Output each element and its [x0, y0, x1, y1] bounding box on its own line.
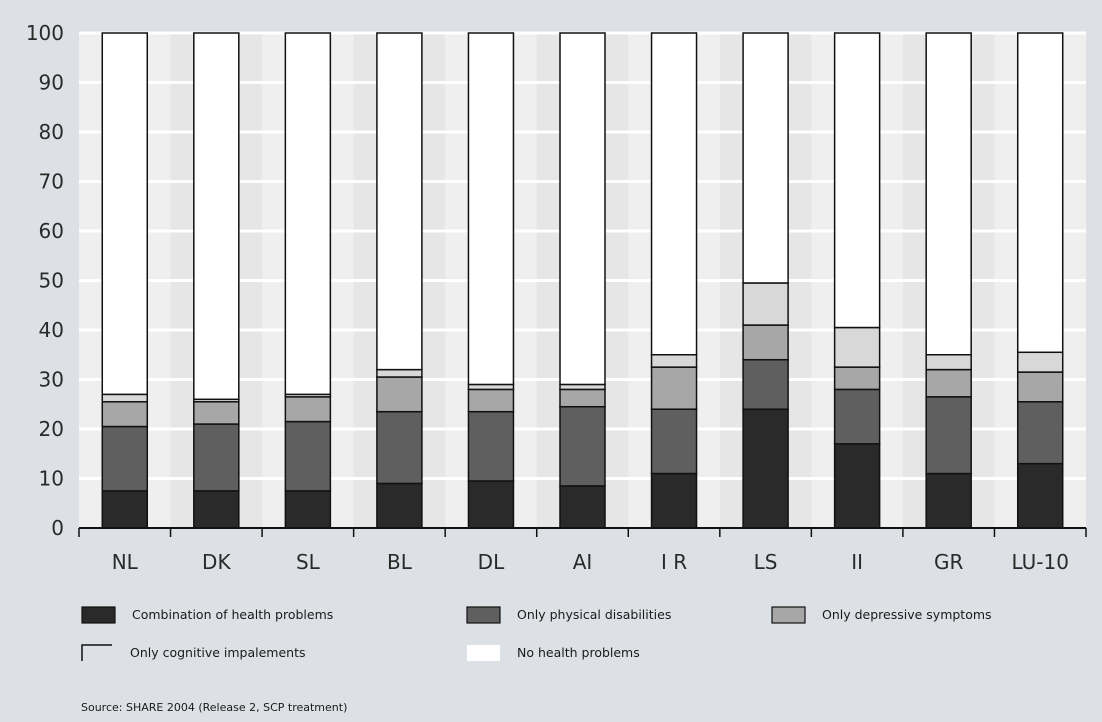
bars	[101, 32, 1064, 529]
bar-segment-only-depressive-symptoms	[742, 324, 789, 361]
bar-segment-only-physical-disabilities	[284, 420, 332, 492]
bar-segment-only-cognitive-impalements	[833, 326, 881, 368]
bar-segment-only-physical-disabilities	[925, 396, 972, 475]
y-tick-label: 0	[51, 516, 64, 540]
bar-segment-only-depressive-symptoms	[376, 376, 423, 413]
bar-segment-only-depressive-symptoms	[284, 396, 332, 423]
bar-segment-only-cognitive-impalements	[101, 393, 149, 403]
bar-segment-only-physical-disabilities	[376, 410, 423, 485]
bar-segment-no-health-problems	[1016, 32, 1064, 354]
y-tick-label: 80	[39, 120, 64, 144]
y-tick-label: 50	[39, 269, 64, 293]
legend-swatch	[771, 606, 806, 624]
legend-swatch	[466, 606, 501, 624]
bar-segment-only-depressive-symptoms	[193, 401, 240, 425]
bar-segment-only-depressive-symptoms	[467, 388, 515, 413]
y-tick-label: 10	[39, 467, 64, 491]
bar-segment-no-health-problems	[925, 32, 972, 356]
bar-segment-only-cognitive-impalements	[650, 354, 698, 368]
axes	[78, 527, 1087, 537]
bar-segment-only-depressive-symptoms	[925, 368, 972, 398]
bar-segment-only-physical-disabilities	[650, 408, 698, 475]
y-tick-label: 70	[39, 170, 64, 194]
bar-segment-only-cognitive-impalements	[1016, 351, 1064, 373]
bar-segment-only-depressive-symptoms	[650, 366, 698, 410]
category-label: I R	[661, 550, 687, 574]
category-labels: NL DK SL BL DL AI I R LS II GR LU-10	[112, 550, 1069, 574]
bar-segment-only-physical-disabilities	[101, 425, 149, 492]
bar-segment-combination-of-health-problems	[650, 472, 698, 529]
bar-segment-no-health-problems	[376, 32, 423, 371]
bar-segment-combination-of-health-problems	[925, 472, 972, 529]
legend-label: Combination of health problems	[132, 607, 333, 622]
bar-segment-combination-of-health-problems	[376, 482, 423, 529]
bar-segment-combination-of-health-problems	[101, 490, 149, 529]
bar-segment-only-physical-disabilities	[1016, 401, 1064, 465]
bar-segment-no-health-problems	[101, 32, 149, 396]
bar-segment-no-health-problems	[467, 32, 515, 386]
category-label: LS	[754, 550, 778, 574]
y-tick-label: 30	[39, 368, 64, 392]
legend-swatch	[81, 606, 116, 624]
bar-segment-only-physical-disabilities	[559, 405, 606, 487]
legend-label: No health problems	[517, 645, 640, 660]
bar-segment-only-physical-disabilities	[833, 388, 881, 445]
bar-segment-no-health-problems	[742, 32, 789, 284]
bar-segment-combination-of-health-problems	[742, 408, 789, 529]
bar-segment-only-depressive-symptoms	[559, 388, 606, 408]
category-label: LU-10	[1012, 550, 1069, 574]
category-label: SL	[296, 550, 321, 574]
bar-segment-combination-of-health-problems	[467, 480, 515, 529]
y-tick-label: 20	[39, 417, 64, 441]
legend-label: Only depressive symptoms	[822, 607, 992, 622]
bar-segment-only-physical-disabilities	[742, 358, 789, 410]
bar-segment-only-cognitive-impalements	[925, 354, 972, 371]
category-label: GR	[934, 550, 963, 574]
bar-segment-only-depressive-symptoms	[1016, 371, 1064, 403]
bar-segment-no-health-problems	[284, 32, 332, 396]
y-tick-label: 100	[26, 21, 64, 45]
y-tick-label: 40	[39, 318, 64, 342]
bar-segment-only-physical-disabilities	[467, 410, 515, 482]
bar-segment-only-cognitive-impalements	[376, 368, 423, 378]
category-label: AI	[573, 550, 593, 574]
category-label: DK	[202, 550, 231, 574]
y-tick-labels: 0 10 20 30 40 50 60 70 80 90 100	[26, 21, 64, 540]
bar-segment-combination-of-health-problems	[284, 490, 332, 529]
bar-segment-no-health-problems	[193, 32, 240, 401]
legend-label: Only cognitive impalements	[130, 645, 306, 660]
bar-segment-no-health-problems	[559, 32, 606, 386]
bar-segment-combination-of-health-problems	[833, 443, 881, 529]
category-label: DL	[478, 550, 505, 574]
legend: Combination of health problems Only physi…	[81, 606, 992, 661]
y-tick-label: 90	[39, 71, 64, 95]
bar-segment-combination-of-health-problems	[559, 485, 606, 529]
y-tick-label: 60	[39, 219, 64, 243]
legend-swatch	[467, 645, 500, 661]
bar-segment-only-cognitive-impalements	[742, 282, 789, 326]
bar-segment-only-depressive-symptoms	[833, 366, 881, 391]
bar-segment-no-health-problems	[833, 32, 881, 329]
bar-segment-only-depressive-symptoms	[101, 401, 149, 428]
category-label: NL	[112, 550, 139, 574]
bar-segment-only-physical-disabilities	[193, 423, 240, 492]
category-label: II	[851, 550, 863, 574]
source-note: Source: SHARE 2004 (Release 2, SCP treat…	[81, 701, 347, 714]
bar-segment-combination-of-health-problems	[1016, 462, 1064, 529]
legend-swatch	[81, 644, 112, 661]
legend-label: Only physical disabilities	[517, 607, 671, 622]
bar-segment-no-health-problems	[650, 32, 698, 356]
bar-segment-combination-of-health-problems	[193, 490, 240, 529]
category-label: BL	[387, 550, 413, 574]
